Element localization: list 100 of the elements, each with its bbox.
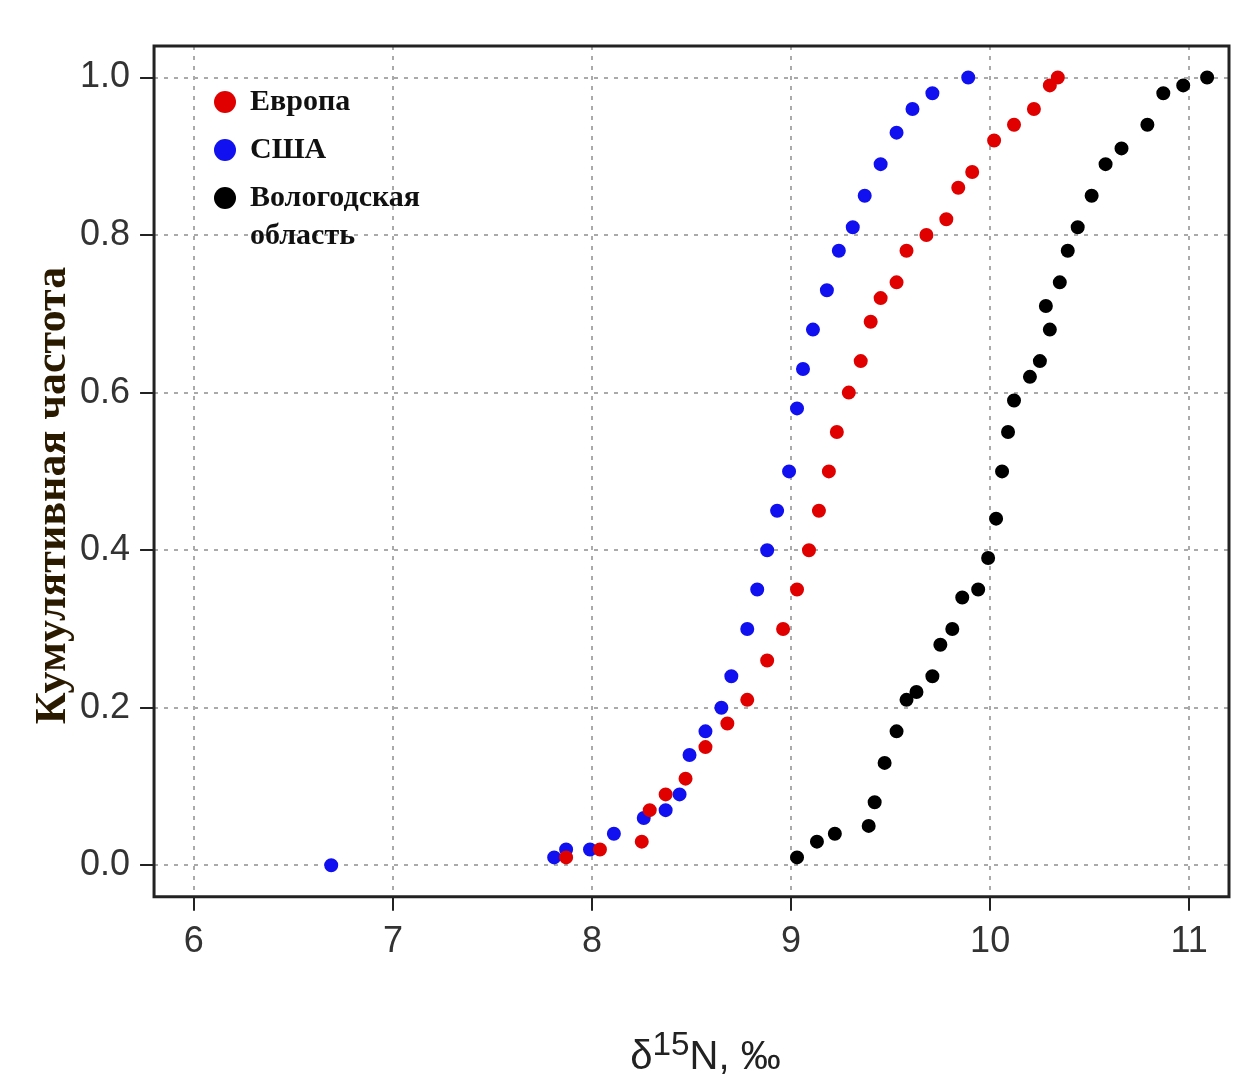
point bbox=[863, 314, 878, 329]
y-tick-label: 0.8 bbox=[80, 211, 131, 253]
point bbox=[889, 724, 904, 739]
point bbox=[760, 653, 775, 668]
point bbox=[547, 850, 562, 865]
point bbox=[933, 637, 948, 652]
point bbox=[809, 834, 824, 849]
point bbox=[877, 755, 892, 770]
point bbox=[1042, 322, 1057, 337]
point bbox=[971, 582, 986, 597]
point bbox=[740, 692, 755, 707]
point bbox=[899, 243, 914, 258]
point bbox=[853, 354, 868, 369]
legend-label: Вологодская область bbox=[250, 178, 421, 252]
point bbox=[845, 220, 860, 235]
x-tick-label: 11 bbox=[1170, 919, 1208, 961]
point bbox=[796, 361, 810, 376]
y-tick-label: 1.0 bbox=[80, 54, 131, 96]
x-tick-label: 10 bbox=[970, 919, 1011, 961]
point bbox=[1050, 70, 1065, 85]
point bbox=[1098, 157, 1113, 172]
point bbox=[750, 582, 765, 597]
point bbox=[658, 787, 673, 802]
point bbox=[925, 86, 940, 101]
point bbox=[989, 511, 1004, 526]
point bbox=[819, 283, 834, 298]
point bbox=[642, 803, 657, 818]
point bbox=[899, 692, 914, 707]
point bbox=[857, 188, 872, 203]
point bbox=[905, 102, 920, 117]
point bbox=[965, 165, 980, 180]
point bbox=[951, 180, 966, 195]
point bbox=[698, 740, 713, 755]
point bbox=[720, 716, 735, 731]
point bbox=[811, 503, 826, 518]
point bbox=[682, 748, 697, 762]
point bbox=[324, 858, 339, 873]
x-tick-label: 7 bbox=[382, 919, 403, 961]
point bbox=[961, 70, 976, 85]
point bbox=[1084, 188, 1099, 203]
point bbox=[672, 787, 687, 802]
point bbox=[829, 425, 844, 440]
point bbox=[790, 401, 805, 416]
point bbox=[909, 684, 924, 699]
point bbox=[1060, 243, 1075, 258]
point bbox=[873, 157, 888, 172]
point bbox=[1007, 393, 1022, 408]
point bbox=[770, 503, 785, 518]
point bbox=[1032, 354, 1047, 369]
point bbox=[1038, 298, 1053, 313]
point bbox=[1114, 141, 1129, 156]
point bbox=[634, 834, 649, 849]
point bbox=[919, 228, 934, 243]
point bbox=[889, 125, 904, 140]
point bbox=[867, 795, 882, 810]
point bbox=[1156, 86, 1171, 101]
point bbox=[805, 322, 820, 337]
x-tick-label: 9 bbox=[781, 919, 802, 961]
point bbox=[724, 669, 739, 684]
point bbox=[801, 543, 816, 558]
point bbox=[945, 621, 960, 636]
point bbox=[1001, 425, 1016, 440]
point bbox=[776, 621, 791, 636]
point bbox=[782, 464, 797, 479]
point bbox=[939, 212, 954, 227]
point bbox=[1070, 220, 1085, 235]
point bbox=[821, 464, 836, 479]
x-axis-title: δ$^{15}$N, ‰ bbox=[629, 1025, 782, 1079]
y-tick-label: 0.0 bbox=[80, 842, 131, 884]
point bbox=[1007, 117, 1022, 132]
legend-label: Европа bbox=[250, 82, 351, 118]
point bbox=[925, 669, 940, 684]
point bbox=[698, 724, 713, 739]
point bbox=[1026, 102, 1041, 117]
point bbox=[889, 275, 904, 290]
point bbox=[861, 818, 876, 833]
point bbox=[987, 133, 1002, 148]
point bbox=[827, 826, 842, 841]
legend-label: США bbox=[250, 130, 327, 166]
point bbox=[1052, 275, 1067, 290]
point bbox=[955, 590, 970, 605]
point bbox=[592, 842, 607, 857]
y-tick-label: 0.2 bbox=[80, 684, 131, 726]
point bbox=[790, 582, 805, 597]
point bbox=[1022, 369, 1037, 384]
point bbox=[831, 243, 846, 258]
point bbox=[981, 551, 996, 566]
point bbox=[760, 543, 775, 558]
point bbox=[1176, 78, 1191, 93]
point bbox=[740, 621, 755, 636]
point bbox=[790, 850, 805, 865]
y-tick-label: 0.4 bbox=[80, 527, 131, 569]
point bbox=[714, 700, 729, 715]
point bbox=[559, 850, 574, 865]
x-tick-label: 6 bbox=[183, 919, 204, 961]
point bbox=[658, 803, 673, 818]
point bbox=[1200, 70, 1215, 85]
x-tick-label: 8 bbox=[581, 919, 603, 961]
point bbox=[678, 771, 693, 786]
point bbox=[841, 385, 856, 400]
